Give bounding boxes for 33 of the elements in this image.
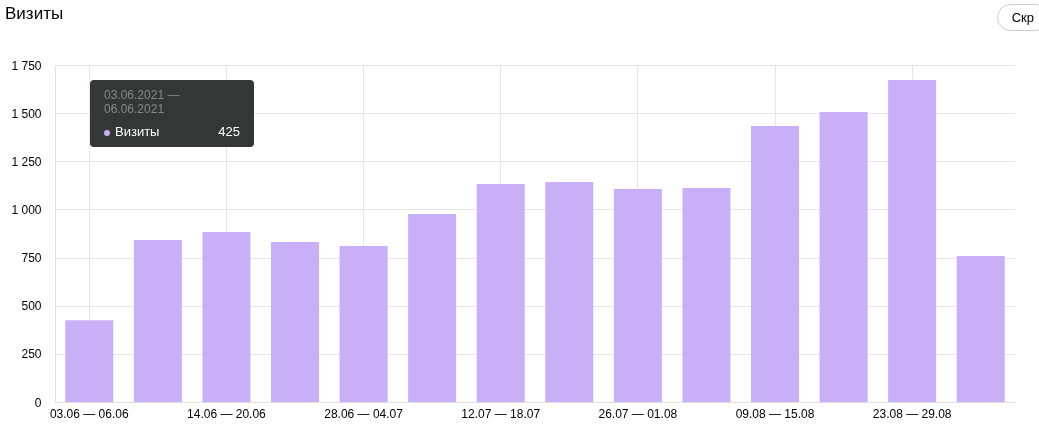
- x-tick-label: 03.06 — 06.06: [49, 406, 129, 421]
- x-tick-label: 12.07 — 18.07: [461, 406, 541, 421]
- y-tick-label: 250: [21, 347, 42, 362]
- bar: [819, 111, 868, 402]
- bar: [133, 240, 182, 402]
- x-tick-label: 23.08 — 29.08: [872, 406, 952, 421]
- y-tick-label: 1 500: [11, 106, 42, 121]
- y-tick-label: 750: [21, 251, 42, 266]
- y-tick-label: 500: [21, 299, 42, 314]
- bar: [476, 184, 525, 402]
- bar: [682, 188, 731, 402]
- bar: [751, 126, 799, 402]
- bar: [613, 189, 662, 402]
- y-tick-label: 1 250: [11, 154, 42, 169]
- chart-title: Визиты: [5, 4, 64, 24]
- x-tick-label: 09.08 — 15.08: [735, 406, 815, 421]
- bar: [408, 214, 457, 402]
- bar: [956, 256, 1005, 402]
- x-tick-label: 14.06 — 20.06: [187, 406, 267, 421]
- x-tick-label: 26.07 — 01.08: [598, 406, 678, 421]
- x-tick-label: 28.06 — 04.07: [324, 406, 404, 421]
- legend-label: Визиты: [115, 124, 160, 139]
- bar: [888, 80, 937, 402]
- annotation: 03.06.2021 — 06.06.2021: [104, 88, 181, 116]
- y-tick-label: 0: [34, 395, 42, 410]
- bar: [545, 182, 594, 402]
- bar: [65, 320, 114, 402]
- y-tick-label: 1 000: [11, 202, 42, 217]
- bar: [339, 246, 388, 402]
- y-tick-label: 1 750: [11, 58, 42, 73]
- annotation: 425: [218, 124, 240, 139]
- bar: [202, 231, 251, 402]
- bar: [271, 241, 319, 402]
